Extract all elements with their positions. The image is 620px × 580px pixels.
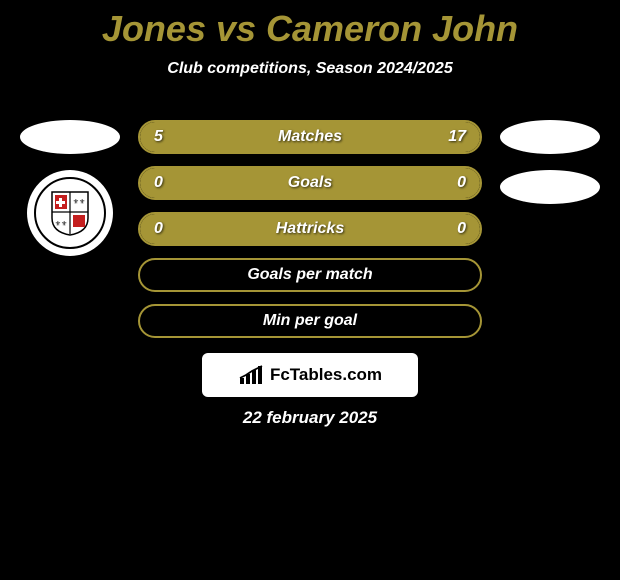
stat-value-left: 0 — [154, 174, 163, 192]
stat-label: Min per goal — [140, 312, 480, 330]
team-badge-placeholder — [500, 120, 600, 154]
stat-row: Goals per match — [138, 258, 482, 292]
woking-badge-inner: ⚜⚜ ⚜⚜ — [34, 177, 106, 249]
woking-badge: ⚜⚜ ⚜⚜ — [27, 170, 113, 256]
stat-label: Goals per match — [140, 266, 480, 284]
stat-row: Matches5 17 — [138, 120, 482, 154]
page-title: Jones vs Cameron John — [0, 0, 620, 50]
right-player-badges — [500, 120, 600, 204]
chart-icon — [238, 364, 264, 386]
left-player-badges: ⚜⚜ ⚜⚜ — [20, 120, 120, 256]
page-subtitle: Club competitions, Season 2024/2025 — [0, 60, 620, 78]
stat-row: Min per goal — [138, 304, 482, 338]
stat-value-right: 17 — [448, 128, 466, 146]
team-badge-placeholder — [500, 170, 600, 204]
stat-value-right: 0 — [457, 220, 466, 238]
brand-badge: FcTables.com — [202, 353, 418, 397]
stat-row: Goals0 0 — [138, 166, 482, 200]
stat-label: Hattricks — [140, 220, 480, 238]
stat-label: Goals — [140, 174, 480, 192]
stats-comparison: Matches517Goals00Hattricks00Goals per ma… — [138, 120, 482, 338]
stat-label: Matches — [140, 128, 480, 146]
shield-icon: ⚜⚜ ⚜⚜ — [50, 190, 90, 236]
team-badge-placeholder — [20, 120, 120, 154]
date-text: 22 february 2025 — [0, 408, 620, 428]
stat-value-left: 5 — [154, 128, 163, 146]
stat-row: Hattricks0 0 — [138, 212, 482, 246]
brand-text: FcTables.com — [270, 365, 382, 385]
svg-text:⚜⚜: ⚜⚜ — [55, 220, 68, 228]
stat-value-left: 0 — [154, 220, 163, 238]
svg-text:⚜⚜: ⚜⚜ — [73, 198, 86, 206]
stat-value-right: 0 — [457, 174, 466, 192]
